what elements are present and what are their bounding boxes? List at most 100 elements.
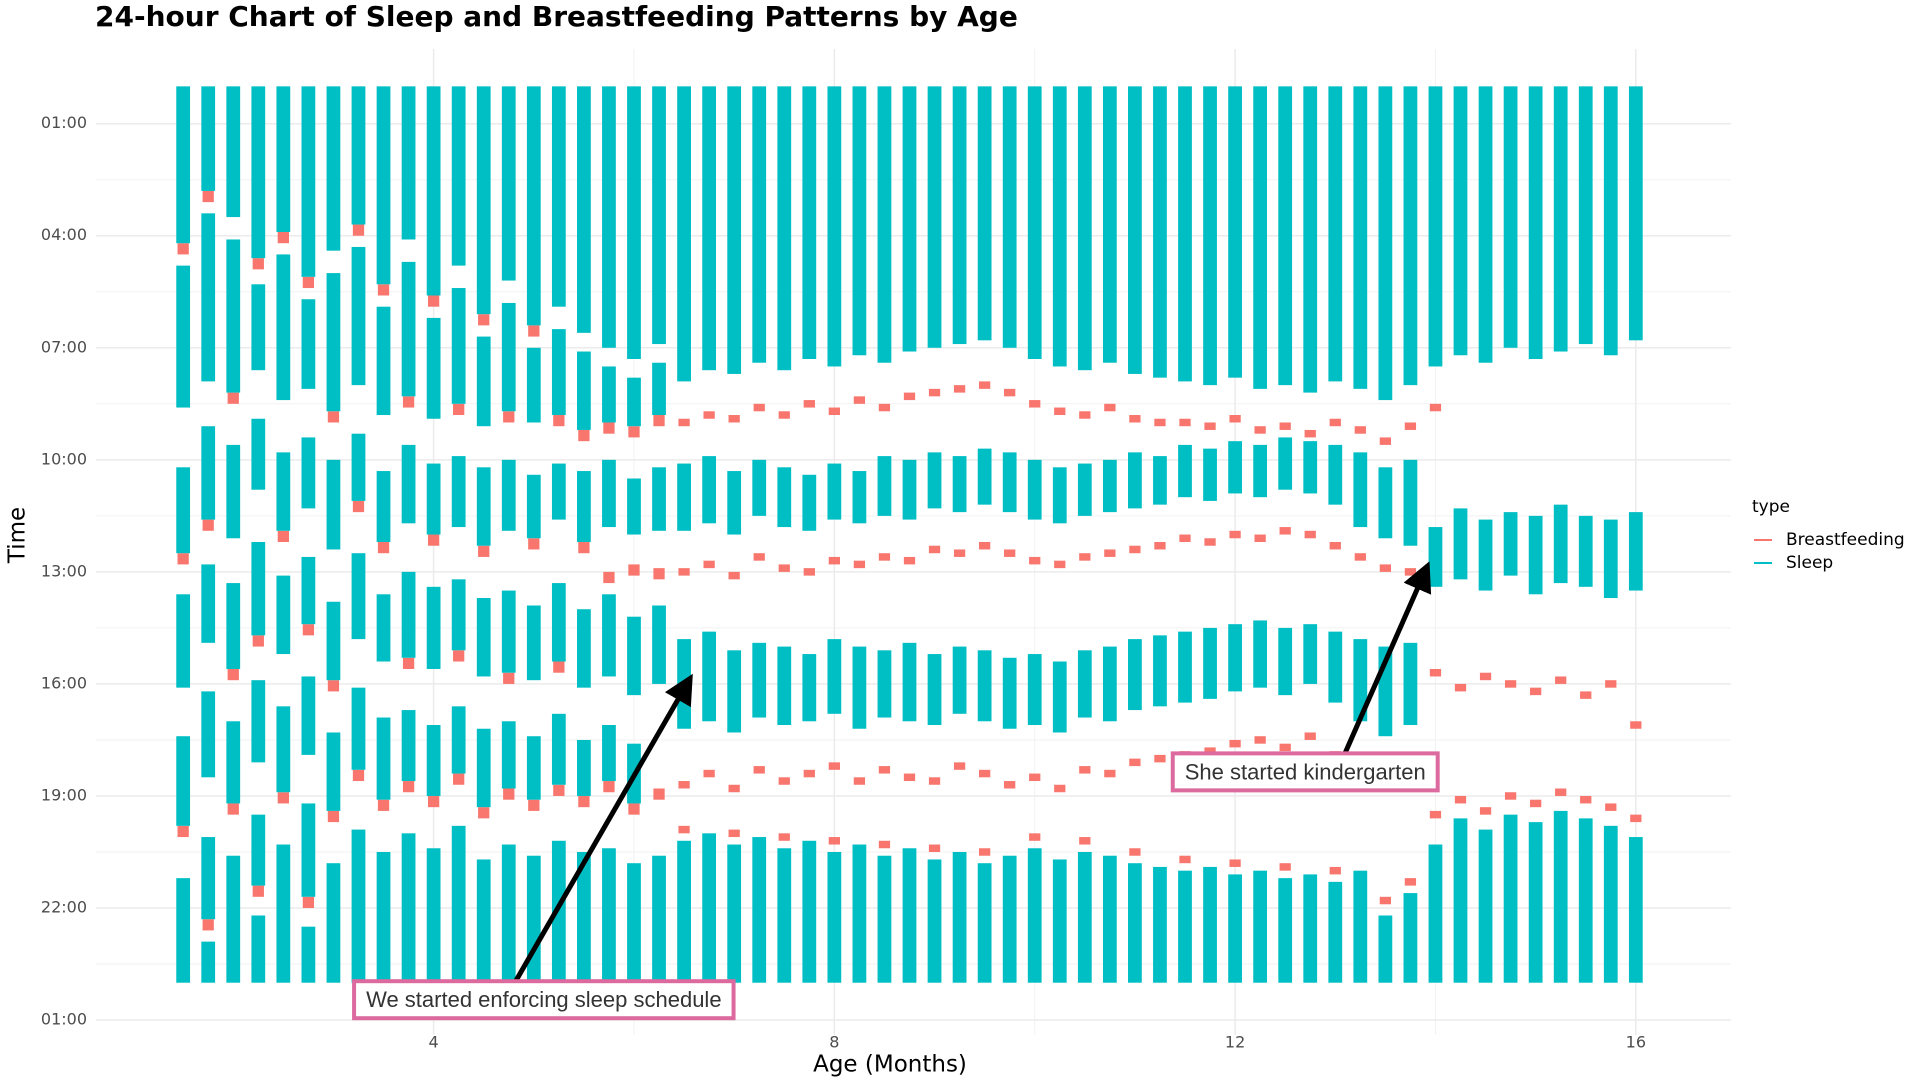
sleep-segment bbox=[401, 571, 416, 658]
feeding-segment bbox=[1580, 795, 1592, 804]
feeding-segment bbox=[953, 385, 966, 393]
feeding-segment bbox=[928, 777, 941, 785]
feeding-segment bbox=[1204, 422, 1216, 430]
sleep-segment bbox=[501, 86, 516, 281]
feeding-segment bbox=[277, 232, 289, 244]
sleep-segment bbox=[1378, 467, 1393, 539]
feeding-segment bbox=[628, 803, 640, 815]
sleep-segment bbox=[1077, 463, 1092, 516]
sleep-segment bbox=[1428, 527, 1443, 587]
sleep-segment bbox=[1253, 870, 1268, 983]
sleep-segment bbox=[752, 837, 767, 983]
sleep-segment bbox=[927, 452, 942, 509]
sleep-segment bbox=[551, 840, 566, 983]
sleep-segment bbox=[877, 86, 892, 363]
sleep-segment bbox=[752, 642, 767, 718]
sleep-segment bbox=[476, 598, 491, 677]
sleep-segment bbox=[577, 609, 591, 688]
feeding-segment bbox=[928, 844, 941, 852]
sleep-segment bbox=[476, 728, 491, 808]
sleep-segment bbox=[1102, 86, 1117, 363]
feeding-segment bbox=[728, 784, 740, 793]
sleep-segment bbox=[802, 840, 817, 983]
feeding-segment bbox=[1129, 545, 1141, 554]
sleep-segment bbox=[1553, 810, 1568, 983]
sleep-segment bbox=[301, 803, 316, 897]
feeding-segment bbox=[553, 661, 565, 673]
sleep-segment bbox=[426, 725, 441, 796]
sleep-segment bbox=[401, 444, 416, 524]
y-tick-label: 10:00 bbox=[41, 449, 87, 468]
feeding-segment bbox=[1054, 407, 1066, 416]
sleep-segment bbox=[1303, 624, 1318, 684]
feeding-segment bbox=[1129, 758, 1141, 767]
sleep-segment bbox=[251, 86, 266, 259]
sleep-segment bbox=[677, 86, 691, 382]
sleep-segment bbox=[1578, 86, 1593, 345]
sleep-segment bbox=[1102, 646, 1117, 722]
feeding-segment bbox=[778, 833, 790, 841]
sleep-segment bbox=[276, 86, 291, 233]
sleep-segment bbox=[376, 717, 391, 800]
feeding-segment bbox=[1179, 418, 1191, 427]
feeding-segment bbox=[1154, 754, 1166, 763]
sleep-segment bbox=[1528, 822, 1543, 983]
feeding-segment bbox=[728, 829, 740, 838]
sleep-segment bbox=[727, 650, 742, 733]
sleep-segment bbox=[902, 848, 917, 983]
feeding-segment bbox=[1454, 795, 1467, 804]
sleep-segment bbox=[301, 556, 316, 625]
sleep-segment bbox=[1203, 866, 1217, 983]
sleep-segment bbox=[1153, 635, 1167, 707]
sleep-segment bbox=[977, 650, 992, 722]
sleep-segment bbox=[1578, 515, 1593, 587]
feeding-segment bbox=[227, 668, 239, 681]
feeding-segment bbox=[1279, 422, 1291, 430]
feeding-segment bbox=[478, 314, 490, 326]
feeding-segment bbox=[302, 276, 315, 289]
sleep-segment bbox=[702, 86, 717, 371]
feeding-segment bbox=[703, 769, 715, 778]
sleep-segment bbox=[602, 86, 616, 348]
feeding-segment bbox=[503, 411, 515, 423]
sleep-segment bbox=[1278, 878, 1293, 983]
feeding-segment bbox=[202, 519, 214, 531]
feeding-segment bbox=[1029, 773, 1041, 782]
y-tick-label: 01:00 bbox=[41, 113, 87, 132]
feeding-segment bbox=[603, 422, 615, 434]
sleep-segment bbox=[451, 579, 466, 651]
legend-label: Breastfeeding bbox=[1786, 530, 1905, 550]
sleep-segment bbox=[301, 676, 316, 755]
sleep-segment bbox=[577, 471, 591, 542]
sleep-segment bbox=[201, 691, 216, 778]
sleep-segment bbox=[251, 542, 266, 636]
sleep-segment bbox=[702, 833, 717, 983]
feeding-segment bbox=[578, 429, 590, 442]
feeding-segment bbox=[778, 777, 790, 785]
x-axis-title: Age (Months) bbox=[813, 1052, 967, 1078]
sleep-segment bbox=[426, 848, 441, 983]
sleep-segment bbox=[627, 616, 641, 696]
feeding-segment bbox=[1129, 415, 1141, 423]
sleep-segment bbox=[226, 583, 241, 669]
feeding-segment bbox=[828, 762, 840, 770]
feeding-segment bbox=[1004, 781, 1016, 789]
x-tick-label: 12 bbox=[1225, 1033, 1245, 1052]
sleep-segment bbox=[1027, 654, 1042, 726]
sleep-segment bbox=[526, 736, 541, 800]
feeding-segment bbox=[402, 396, 415, 408]
sleep-segment bbox=[702, 631, 717, 722]
feeding-segment bbox=[377, 284, 390, 296]
sleep-segment bbox=[1453, 508, 1468, 580]
feeding-segment bbox=[227, 803, 239, 815]
sleep-segment bbox=[627, 478, 641, 535]
x-tick-label: 16 bbox=[1626, 1033, 1646, 1052]
feeding-segment bbox=[1254, 736, 1266, 744]
sleep-segment bbox=[1503, 86, 1518, 348]
feeding-segment bbox=[453, 403, 465, 416]
sleep-segment bbox=[1002, 657, 1017, 729]
sleep-segment bbox=[1027, 86, 1042, 359]
sleep-segment bbox=[501, 844, 516, 983]
sleep-segment bbox=[1328, 86, 1343, 382]
sleep-segment bbox=[376, 594, 391, 662]
